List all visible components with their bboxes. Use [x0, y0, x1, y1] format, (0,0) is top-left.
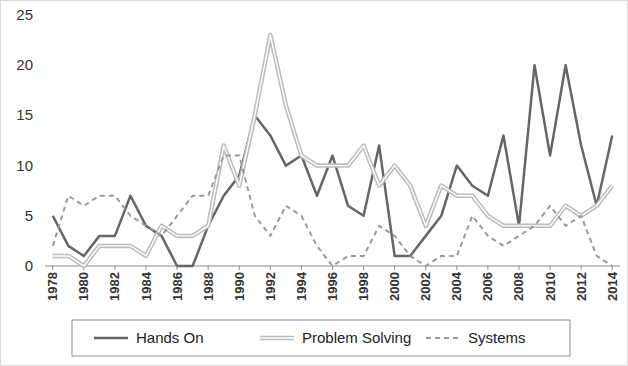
x-tick: [208, 266, 209, 270]
x-tick-label: 2010: [543, 272, 558, 301]
series-line: [53, 156, 612, 266]
y-tick-label: 15: [16, 106, 33, 123]
x-tick: [581, 266, 582, 270]
x-tick: [394, 266, 395, 270]
x-tick: [363, 266, 364, 270]
y-tick-label: 5: [25, 207, 33, 224]
series-line: [53, 35, 612, 266]
x-tick-label: 1996: [325, 272, 340, 301]
x-tick-label: 1998: [356, 272, 371, 301]
legend-swatch: [260, 336, 294, 341]
legend-swatch-inner: [260, 337, 294, 338]
x-tick: [52, 266, 53, 270]
x-tick-label: 2014: [605, 271, 620, 301]
y-tick-label: 10: [16, 157, 33, 174]
legend-swatch: [94, 337, 128, 340]
x-tick: [332, 266, 333, 270]
series-line-inner: [53, 35, 612, 266]
y-tick-label: 20: [16, 56, 33, 73]
x-tick-label: 1984: [139, 271, 154, 301]
y-tick-label: 0: [25, 257, 33, 274]
x-tick-label: 2008: [511, 272, 526, 301]
x-tick: [487, 266, 488, 270]
plot-area: [53, 35, 612, 266]
legend-label: Problem Solving: [302, 329, 411, 346]
x-tick-label: 2000: [387, 272, 402, 301]
x-tick-label: 1982: [107, 272, 122, 301]
legend-box: [72, 320, 570, 356]
x-tick: [518, 266, 519, 270]
x-tick-label: 1988: [201, 272, 216, 301]
x-tick-label: 2004: [449, 271, 464, 301]
x-tick: [456, 266, 457, 270]
x-tick: [270, 266, 271, 270]
x-tick-label: 2002: [418, 272, 433, 301]
chart-frame: [1, 1, 628, 366]
x-tick-label: 1994: [294, 271, 309, 301]
chart: 0 5 10 15 20 25 1978 1980 1982 1984 1986 1988 1990 19…: [0, 0, 628, 366]
legend-label: Systems: [468, 329, 526, 346]
x-tick: [301, 266, 302, 270]
legend-swatch: [426, 337, 460, 339]
x-tick-label: 2012: [574, 272, 589, 301]
x-tick: [550, 266, 551, 270]
x-tick: [239, 266, 240, 270]
x-tick-label: 1992: [263, 272, 278, 301]
x-tick-label: 1980: [76, 272, 91, 301]
x-tick-label: 1990: [232, 272, 247, 301]
x-tick: [146, 266, 147, 270]
x-tick: [612, 266, 613, 270]
x-tick-label: 1978: [45, 272, 60, 301]
x-tick: [114, 266, 115, 270]
y-tick-label: 25: [16, 6, 33, 23]
x-tick-label: 2006: [480, 272, 495, 301]
x-tick-label: 1986: [170, 272, 185, 301]
legend-label: Hands On: [136, 329, 204, 346]
